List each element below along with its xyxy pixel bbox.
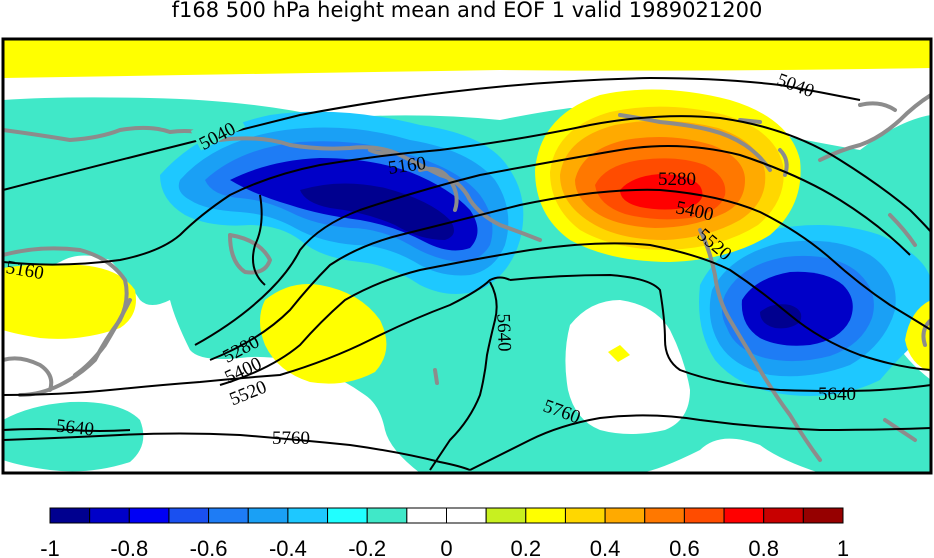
- colorbar-swatch: [49, 507, 91, 524]
- contour-5640-center: [429, 281, 498, 471]
- height-contours: [3, 76, 931, 471]
- colorbar-tick-label: -0.4: [269, 536, 307, 558]
- map-title: f168 500 hPa height mean and EOF 1 valid…: [171, 0, 763, 22]
- contour-5280-loop: [252, 194, 266, 286]
- colorbar: [49, 507, 844, 524]
- colorbar-swatch: [525, 507, 566, 524]
- contour-5160: [3, 115, 931, 266]
- colorbar-tick-label: 0.2: [511, 536, 542, 558]
- contour-label: 5160: [387, 153, 428, 179]
- contour-label: 5640: [55, 416, 95, 441]
- contour-5040: [3, 76, 861, 191]
- colorbar-swatch: [564, 507, 606, 524]
- colorbar-swatch: [723, 507, 765, 524]
- colorbar-swatch: [644, 507, 685, 524]
- coastlines: [3, 93, 931, 462]
- colorbar-tick-label: -0.8: [110, 536, 148, 558]
- positive-anomaly-band-north: [3, 39, 931, 78]
- colorbar-swatch: [406, 507, 448, 524]
- colorbar-swatch: [683, 507, 725, 524]
- colorbar-tick-label: 0.8: [748, 536, 779, 558]
- contour-5640-south: [3, 428, 131, 432]
- colorbar-tick-label: -1: [40, 536, 60, 558]
- colorbar-tick-label: -0.2: [348, 536, 386, 558]
- colorbar-swatch: [366, 507, 408, 524]
- positive-anomaly-yellow-east-edge: [905, 300, 931, 372]
- negative-anomaly-core-west: [300, 183, 454, 240]
- colorbar-swatch: [168, 507, 210, 524]
- colorbar-swatch: [485, 507, 527, 524]
- colorbar-tick-labels: -1 -0.8 -0.6 -0.4 -0.2 0 0.2 0.4 0.6 0.8 1: [40, 536, 849, 558]
- negative-anomaly-core-east: [760, 304, 802, 329]
- positive-anomaly-yellow-west: [3, 264, 136, 339]
- colorbar-swatch: [604, 507, 646, 524]
- colorbar-swatch: [287, 507, 329, 524]
- colorbar-swatch: [128, 507, 170, 524]
- colorbar-tick-label: 0: [440, 536, 452, 558]
- contour-5520: [219, 242, 931, 386]
- contour-5640-east: [509, 273, 931, 392]
- contour-5280-west: [194, 145, 911, 346]
- contour-label: 5280: [658, 169, 696, 190]
- positive-anomaly-red-center: [620, 174, 703, 210]
- contour-5760-east: [469, 414, 931, 471]
- colorbar-swatch: [446, 507, 487, 524]
- contour-5400: [209, 188, 931, 361]
- colorbar-tick-label: 1: [837, 536, 849, 558]
- colorbar-swatch: [327, 507, 368, 524]
- positive-anomaly-yellow-speck: [608, 345, 630, 362]
- contour-label: 5640: [818, 384, 856, 405]
- colorbar-swatch: [802, 507, 844, 524]
- contour-5640-west: [3, 276, 511, 396]
- plot-frame: [1, 37, 933, 475]
- contour-5760-west: [3, 432, 471, 471]
- colorbar-swatch: [763, 507, 804, 524]
- colorbar-swatch: [89, 507, 130, 524]
- contour-label: 5760: [272, 428, 310, 449]
- colorbar-swatch: [208, 507, 249, 524]
- colorbar-tick-label: 0.6: [669, 536, 700, 558]
- colorbar-tick-label: 0.4: [590, 536, 621, 558]
- eof-shading: [3, 39, 931, 473]
- contour-label: 5640: [492, 313, 514, 352]
- colorbar-tick-label: -0.6: [190, 536, 228, 558]
- neutral-region-center: [565, 300, 690, 434]
- colorbar-swatch: [247, 507, 289, 524]
